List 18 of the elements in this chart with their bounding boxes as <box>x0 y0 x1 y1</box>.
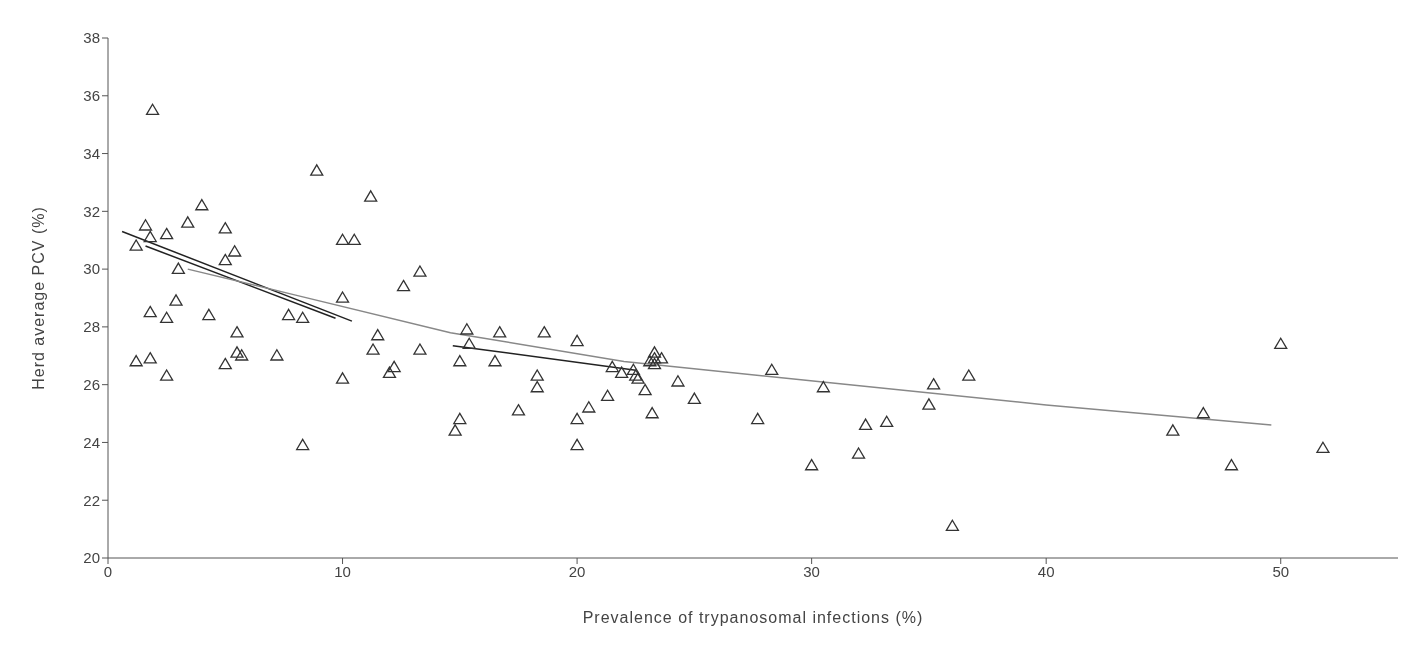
y-tick-label: 22 <box>83 491 100 509</box>
x-tick-label: 30 <box>803 562 820 580</box>
y-tick-label: 38 <box>83 29 100 47</box>
y-tick-label: 36 <box>83 87 100 105</box>
x-tick-label: 20 <box>568 562 586 580</box>
y-tick-label: 26 <box>83 375 100 393</box>
x-tick-label: 40 <box>1037 562 1055 580</box>
y-axis-title: Herd average PCV (%) <box>29 206 47 390</box>
y-tick-label: 20 <box>83 549 100 567</box>
x-axis-title: Prevalence of trypanosomal infections (%) <box>582 609 924 626</box>
y-tick-label: 32 <box>83 202 100 220</box>
y-tick-label: 28 <box>83 318 100 336</box>
x-tick-label: 10 <box>334 562 351 580</box>
y-tick-label: 34 <box>83 144 100 162</box>
y-tick-label: 30 <box>83 260 100 278</box>
y-tick-label: 24 <box>83 433 100 451</box>
x-tick-label: 0 <box>103 562 113 580</box>
x-tick-label: 50 <box>1272 562 1290 580</box>
